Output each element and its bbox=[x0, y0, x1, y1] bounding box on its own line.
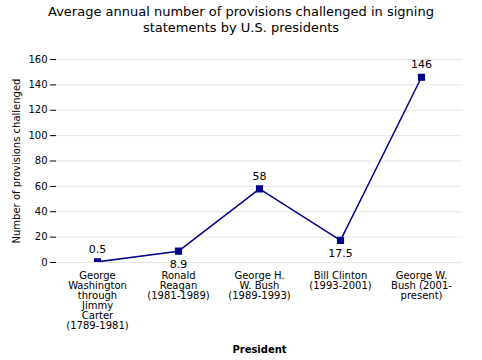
svg-text:George W.Bush (2001-present): George W.Bush (2001-present) bbox=[391, 269, 452, 300]
svg-text:20: 20 bbox=[35, 231, 48, 242]
svg-text:0.5: 0.5 bbox=[89, 242, 107, 255]
svg-text:146: 146 bbox=[411, 58, 432, 71]
svg-text:0: 0 bbox=[41, 256, 47, 267]
svg-text:40: 40 bbox=[35, 205, 48, 216]
svg-text:58: 58 bbox=[253, 169, 267, 182]
svg-text:100: 100 bbox=[28, 129, 47, 140]
svg-text:President: President bbox=[232, 343, 286, 354]
svg-text:160: 160 bbox=[28, 53, 47, 64]
svg-text:120: 120 bbox=[28, 104, 47, 115]
svg-text:RonaldReagan(1981-1989): RonaldReagan(1981-1989) bbox=[147, 269, 209, 300]
svg-text:8.9: 8.9 bbox=[170, 258, 188, 271]
svg-text:George H.W. Bush(1989-1993): George H.W. Bush(1989-1993) bbox=[228, 269, 290, 300]
svg-text:17.5: 17.5 bbox=[328, 247, 353, 260]
svg-text:60: 60 bbox=[35, 180, 48, 191]
html-text:Average annual number of provi: Average annual number of provisions chal… bbox=[48, 4, 434, 36]
svg-text:Bill Clinton(1993-2001): Bill Clinton(1993-2001) bbox=[309, 269, 371, 290]
svg-text:80: 80 bbox=[35, 155, 48, 166]
svg-text:Number of provisions challenge: Number of provisions challenged bbox=[11, 78, 22, 243]
svg-text:140: 140 bbox=[28, 79, 47, 90]
svg-text:GeorgeWashingtonthroughJimmyCa: GeorgeWashingtonthroughJimmyCarter(1789-… bbox=[66, 269, 128, 330]
